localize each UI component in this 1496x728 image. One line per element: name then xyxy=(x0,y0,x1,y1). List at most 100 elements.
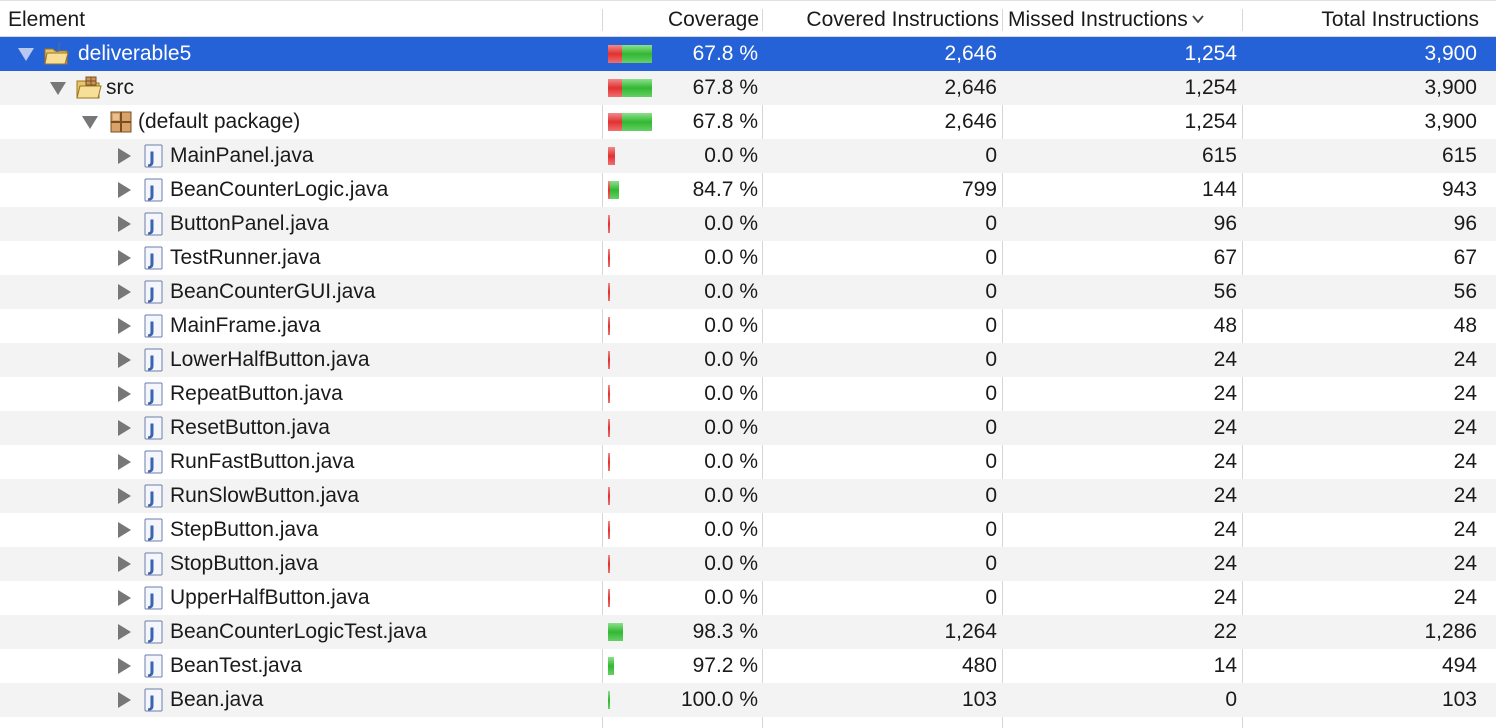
expand-toggle-icon[interactable] xyxy=(118,284,131,300)
element-name[interactable]: StopButton.java xyxy=(170,552,319,575)
total-value: 3,900 xyxy=(1424,110,1477,133)
java-file-icon: J xyxy=(140,619,166,645)
missed-bar-segment xyxy=(608,181,610,199)
element-name[interactable]: BeanCounterGUI.java xyxy=(170,280,376,303)
svg-text:J: J xyxy=(148,624,155,643)
java-file-icon: J xyxy=(140,211,166,237)
missed-value: 1,254 xyxy=(1184,110,1237,133)
element-name[interactable]: UpperHalfButton.java xyxy=(170,586,370,609)
svg-text:J: J xyxy=(148,216,155,235)
expand-toggle-icon[interactable] xyxy=(118,692,131,708)
collapse-toggle-icon[interactable] xyxy=(82,116,98,129)
expand-toggle-icon[interactable] xyxy=(118,522,131,538)
expand-toggle-icon[interactable] xyxy=(118,250,131,266)
column-divider[interactable] xyxy=(602,9,603,31)
expand-toggle-icon[interactable] xyxy=(118,148,131,164)
java-file-icon: J xyxy=(140,415,166,441)
element-name[interactable]: BeanCounterLogic.java xyxy=(170,178,389,201)
element-name[interactable]: StepButton.java xyxy=(170,518,319,541)
element-name[interactable]: LowerHalfButton.java xyxy=(170,348,370,371)
chevron-down-icon xyxy=(1192,15,1204,24)
covered-bar-segment xyxy=(608,691,610,709)
table-header: Element Coverage Covered Instructions Mi… xyxy=(0,0,1496,37)
expand-toggle-icon[interactable] xyxy=(118,590,131,606)
collapse-toggle-icon[interactable] xyxy=(50,82,66,95)
table-row[interactable]: J UpperHalfButton.java 0.0 % 0 24 24 xyxy=(0,581,1496,615)
missed-bar-segment xyxy=(608,283,610,301)
table-row[interactable]: J BeanCounterLogic.java 84.7 % 799 144 943 xyxy=(0,173,1496,207)
column-header-total-instructions[interactable]: Total Instructions xyxy=(1321,8,1479,31)
expand-toggle-icon[interactable] xyxy=(118,386,131,402)
element-name[interactable]: ButtonPanel.java xyxy=(170,212,329,235)
total-value: 103 xyxy=(1441,688,1477,711)
element-name[interactable]: Bean.java xyxy=(170,688,264,711)
expand-toggle-icon[interactable] xyxy=(118,488,131,504)
missed-bar-segment xyxy=(608,147,615,165)
element-name[interactable]: deliverable5 xyxy=(78,42,192,65)
covered-value: 0 xyxy=(985,280,997,303)
java-file-icon: J xyxy=(140,653,166,679)
table-row[interactable]: J MainPanel.java 0.0 % 0 615 615 xyxy=(0,139,1496,173)
expand-toggle-icon[interactable] xyxy=(118,658,131,674)
table-row[interactable]: (default package) 67.8 % 2,646 1,254 3,900 xyxy=(0,105,1496,139)
element-name[interactable]: TestRunner.java xyxy=(170,246,321,269)
element-name[interactable]: BeanCounterLogicTest.java xyxy=(170,620,427,643)
expand-toggle-icon[interactable] xyxy=(118,216,131,232)
element-name[interactable]: RunFastButton.java xyxy=(170,450,355,473)
collapse-toggle-icon[interactable] xyxy=(18,48,34,61)
element-name[interactable]: MainPanel.java xyxy=(170,144,314,167)
missed-value: 144 xyxy=(1201,178,1237,201)
element-name[interactable]: ResetButton.java xyxy=(170,416,330,439)
missed-value: 96 xyxy=(1213,212,1237,235)
table-row[interactable]: src 67.8 % 2,646 1,254 3,900 xyxy=(0,71,1496,105)
expand-toggle-icon[interactable] xyxy=(118,454,131,470)
expand-toggle-icon[interactable] xyxy=(118,624,131,640)
coverage-bar xyxy=(608,487,610,505)
total-value: 24 xyxy=(1453,586,1477,609)
column-header-coverage[interactable]: Coverage xyxy=(667,8,759,31)
element-name[interactable]: BeanTest.java xyxy=(170,654,302,677)
column-divider[interactable] xyxy=(1002,9,1003,31)
expand-toggle-icon[interactable] xyxy=(118,420,131,436)
coverage-bar xyxy=(608,589,610,607)
table-row[interactable]: J TestRunner.java 0.0 % 0 67 67 xyxy=(0,241,1496,275)
table-row[interactable]: J RunSlowButton.java 0.0 % 0 24 24 xyxy=(0,479,1496,513)
table-row[interactable]: J BeanTest.java 97.2 % 480 14 494 xyxy=(0,649,1496,683)
table-row[interactable]: J ResetButton.java 0.0 % 0 24 24 xyxy=(0,411,1496,445)
table-row[interactable]: J BeanCounterLogicTest.java 98.3 % 1,264 22 1… xyxy=(0,615,1496,649)
element-name[interactable]: RunSlowButton.java xyxy=(170,484,360,507)
element-name[interactable]: MainFrame.java xyxy=(170,314,321,337)
java-file-icon: J xyxy=(140,279,166,305)
column-header-element[interactable]: Element xyxy=(8,8,86,31)
table-row[interactable]: J StepButton.java 0.0 % 0 24 24 xyxy=(0,513,1496,547)
column-header-covered-instructions[interactable]: Covered Instructions xyxy=(806,8,999,31)
covered-bar-segment xyxy=(622,79,652,97)
element-name[interactable]: (default package) xyxy=(138,110,301,133)
element-name[interactable]: RepeatButton.java xyxy=(170,382,343,405)
covered-value: 103 xyxy=(961,688,997,711)
expand-toggle-icon[interactable] xyxy=(118,318,131,334)
table-row[interactable]: J LowerHalfButton.java 0.0 % 0 24 24 xyxy=(0,343,1496,377)
table-row[interactable]: J MainFrame.java 0.0 % 0 48 48 xyxy=(0,309,1496,343)
column-divider[interactable] xyxy=(1242,9,1243,31)
total-value: 943 xyxy=(1441,178,1477,201)
covered-value: 0 xyxy=(985,586,997,609)
expand-toggle-icon[interactable] xyxy=(118,556,131,572)
column-header-missed-instructions[interactable]: Missed Instructions xyxy=(1008,1,1240,37)
column-divider[interactable] xyxy=(762,9,763,31)
table-row[interactable]: J StopButton.java 0.0 % 0 24 24 xyxy=(0,547,1496,581)
covered-bar-segment xyxy=(622,45,652,63)
expand-toggle-icon[interactable] xyxy=(118,182,131,198)
table-row[interactable]: J ButtonPanel.java 0.0 % 0 96 96 xyxy=(0,207,1496,241)
table-row[interactable]: J RepeatButton.java 0.0 % 0 24 24 xyxy=(0,377,1496,411)
coverage-value: 0.0 % xyxy=(704,382,758,405)
covered-value: 0 xyxy=(985,348,997,371)
table-row[interactable]: J Bean.java 100.0 % 103 0 103 xyxy=(0,683,1496,717)
missed-bar-segment xyxy=(608,317,610,335)
expand-toggle-icon[interactable] xyxy=(118,352,131,368)
element-name[interactable]: src xyxy=(106,76,134,99)
table-row[interactable]: J RunFastButton.java 0.0 % 0 24 24 xyxy=(0,445,1496,479)
table-row[interactable]: J BeanCounterGUI.java 0.0 % 0 56 56 xyxy=(0,275,1496,309)
total-value: 1,286 xyxy=(1424,620,1477,643)
